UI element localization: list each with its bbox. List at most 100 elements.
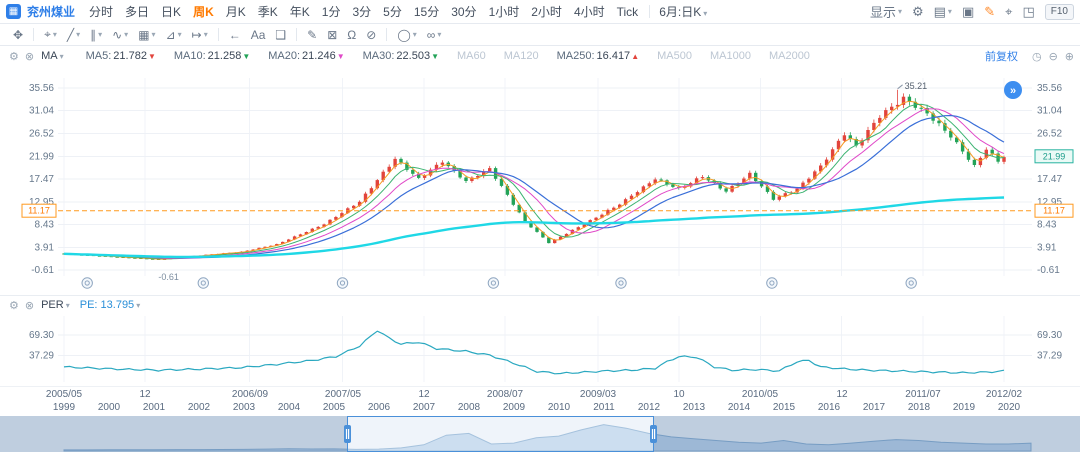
- chevron-down-icon: ▾: [413, 30, 417, 39]
- layout-icon[interactable]: ▤▾: [929, 4, 957, 20]
- gann-tool[interactable]: ▦▾: [133, 28, 160, 42]
- timeframe-tab-7[interactable]: 1分: [316, 3, 347, 20]
- screenshot-icon[interactable]: ▣: [957, 4, 979, 20]
- timeframe-tab-3[interactable]: 周K: [187, 3, 220, 20]
- adjust-mode-button[interactable]: 前复权: [985, 48, 1018, 64]
- date-label: 2008/07: [487, 389, 523, 400]
- extend-tool[interactable]: ↦▾: [187, 28, 213, 42]
- display-dropdown[interactable]: 显示▾: [865, 2, 907, 21]
- timeframe-tab-9[interactable]: 5分: [377, 3, 408, 20]
- custom-period-dropdown[interactable]: 6月:日K▾: [655, 3, 711, 20]
- navigator-selection[interactable]: [348, 417, 654, 452]
- year-label: 2005: [323, 402, 345, 413]
- ma-indicator-header: ⚙ ⊗ MA▾ MA5:21.782▼ MA10:21.258▼ MA20:21.2…: [0, 46, 1080, 66]
- pe-value[interactable]: PE: 13.795▾: [80, 299, 140, 311]
- timeframe-tab-13[interactable]: 2小时: [525, 3, 568, 20]
- f10-button[interactable]: F10: [1045, 4, 1074, 20]
- event-marker[interactable]: [767, 278, 777, 288]
- year-label: 2013: [683, 402, 705, 413]
- navigator-chart[interactable]: [0, 416, 1080, 452]
- cursor-icon: ⌖: [44, 27, 51, 42]
- event-marker[interactable]: [906, 278, 916, 288]
- event-marker[interactable]: [82, 278, 92, 288]
- indicator-settings-icon[interactable]: ⚙: [9, 299, 19, 312]
- ma-item-0[interactable]: MA5:21.782▼: [86, 50, 156, 62]
- chevron-down-icon: ▾: [98, 30, 102, 39]
- expand-sidebar-button[interactable]: »: [1004, 81, 1022, 99]
- event-marker[interactable]: [488, 278, 498, 288]
- measure-tool[interactable]: ⊿▾: [161, 28, 187, 42]
- divider: [33, 28, 34, 41]
- timeframe-tab-0[interactable]: 分时: [83, 3, 119, 20]
- timeframe-tab-5[interactable]: 季K: [252, 3, 284, 20]
- year-label: 1999: [53, 402, 75, 413]
- ma-item-9[interactable]: MA2000: [769, 50, 810, 62]
- navigator-handle-left[interactable]: [344, 425, 351, 443]
- navigator-handle-right[interactable]: [650, 425, 657, 443]
- fullscreen-icon[interactable]: ◳: [1017, 4, 1039, 20]
- pencil-tool[interactable]: ✎: [302, 28, 322, 42]
- sync-tool[interactable]: ∞▾: [422, 28, 447, 42]
- indicator-close-icon[interactable]: ⊗: [25, 299, 34, 312]
- cursor-tool[interactable]: ⌖▾: [39, 27, 62, 42]
- app-logo-icon[interactable]: ▦: [6, 4, 21, 19]
- date-label: 10: [673, 389, 684, 400]
- crosshair-icon[interactable]: ⌖: [1000, 4, 1017, 20]
- pan-tool[interactable]: ✥: [8, 28, 28, 42]
- history-icon[interactable]: ◷: [1032, 50, 1042, 63]
- year-label: 2004: [278, 402, 300, 413]
- eraser-tool[interactable]: ⊠: [322, 28, 342, 42]
- back-icon[interactable]: ←: [224, 28, 246, 42]
- timeframe-tab-1[interactable]: 多日: [119, 3, 155, 20]
- collapse-panel-icon[interactable]: ⊖: [1049, 50, 1058, 63]
- year-label: 2020: [998, 402, 1020, 413]
- timeframe-tab-15[interactable]: Tick: [611, 5, 645, 19]
- timeframe-tab-2[interactable]: 日K: [155, 3, 187, 20]
- channel-tool[interactable]: ∥▾: [85, 28, 107, 42]
- event-marker[interactable]: [616, 278, 626, 288]
- expand-panel-icon[interactable]: ⊕: [1065, 50, 1074, 63]
- ma-item-3[interactable]: MA30:22.503▼: [363, 50, 439, 62]
- ma-item-8[interactable]: MA1000: [710, 50, 751, 62]
- trendline-tool[interactable]: ╱▾: [62, 28, 85, 42]
- indicator-name-dropdown[interactable]: MA▾: [41, 50, 64, 62]
- indicator-close-icon[interactable]: ⊗: [25, 50, 34, 63]
- year-label: 2014: [728, 402, 750, 413]
- text-tool[interactable]: Aa: [246, 28, 271, 42]
- hide-drawings-tool[interactable]: ⊘: [361, 28, 381, 42]
- y-axis-label: 3.91: [1037, 242, 1057, 253]
- timeframe-tab-14[interactable]: 4小时: [568, 3, 611, 20]
- timeframe-tab-11[interactable]: 30分: [445, 3, 482, 20]
- ma-item-1[interactable]: MA10:21.258▼: [174, 50, 250, 62]
- indicator-settings-icon[interactable]: ⚙: [9, 50, 19, 63]
- stock-title[interactable]: 兖州煤业: [27, 3, 75, 20]
- event-marker[interactable]: [198, 278, 208, 288]
- shapes-tool[interactable]: ◯▾: [392, 28, 421, 42]
- ma-item-6[interactable]: MA250:16.417▲: [557, 50, 640, 62]
- timeframe-tab-12[interactable]: 1小时: [483, 3, 526, 20]
- timeframe-tab-6[interactable]: 年K: [284, 3, 316, 20]
- ma-item-2[interactable]: MA20:21.246▼: [268, 50, 344, 62]
- magnet-tool[interactable]: Ω: [342, 28, 361, 42]
- indicator-name-dropdown[interactable]: PER▾: [41, 299, 70, 311]
- event-marker[interactable]: [337, 278, 347, 288]
- text-icon: Aa: [251, 28, 266, 42]
- timeframe-tab-4[interactable]: 月K: [220, 3, 252, 20]
- y-axis-label: 37.29: [1037, 351, 1062, 362]
- timeframe-tab-10[interactable]: 15分: [408, 3, 445, 20]
- comment-tool[interactable]: ❑: [270, 28, 291, 42]
- ma-item-5[interactable]: MA120: [504, 50, 539, 62]
- shapes-icon: ◯: [397, 28, 410, 42]
- brush-icon[interactable]: ✎: [979, 4, 1000, 20]
- ma-item-7[interactable]: MA500: [657, 50, 692, 62]
- timeframe-tab-8[interactable]: 3分: [346, 3, 377, 20]
- settings-icon[interactable]: ⚙: [907, 4, 929, 20]
- ma-line-MA250: [64, 198, 1004, 257]
- ma-item-4[interactable]: MA60: [457, 50, 486, 62]
- chevron-down-icon: ▾: [76, 30, 80, 39]
- wave-tool[interactable]: ∿▾: [107, 28, 133, 42]
